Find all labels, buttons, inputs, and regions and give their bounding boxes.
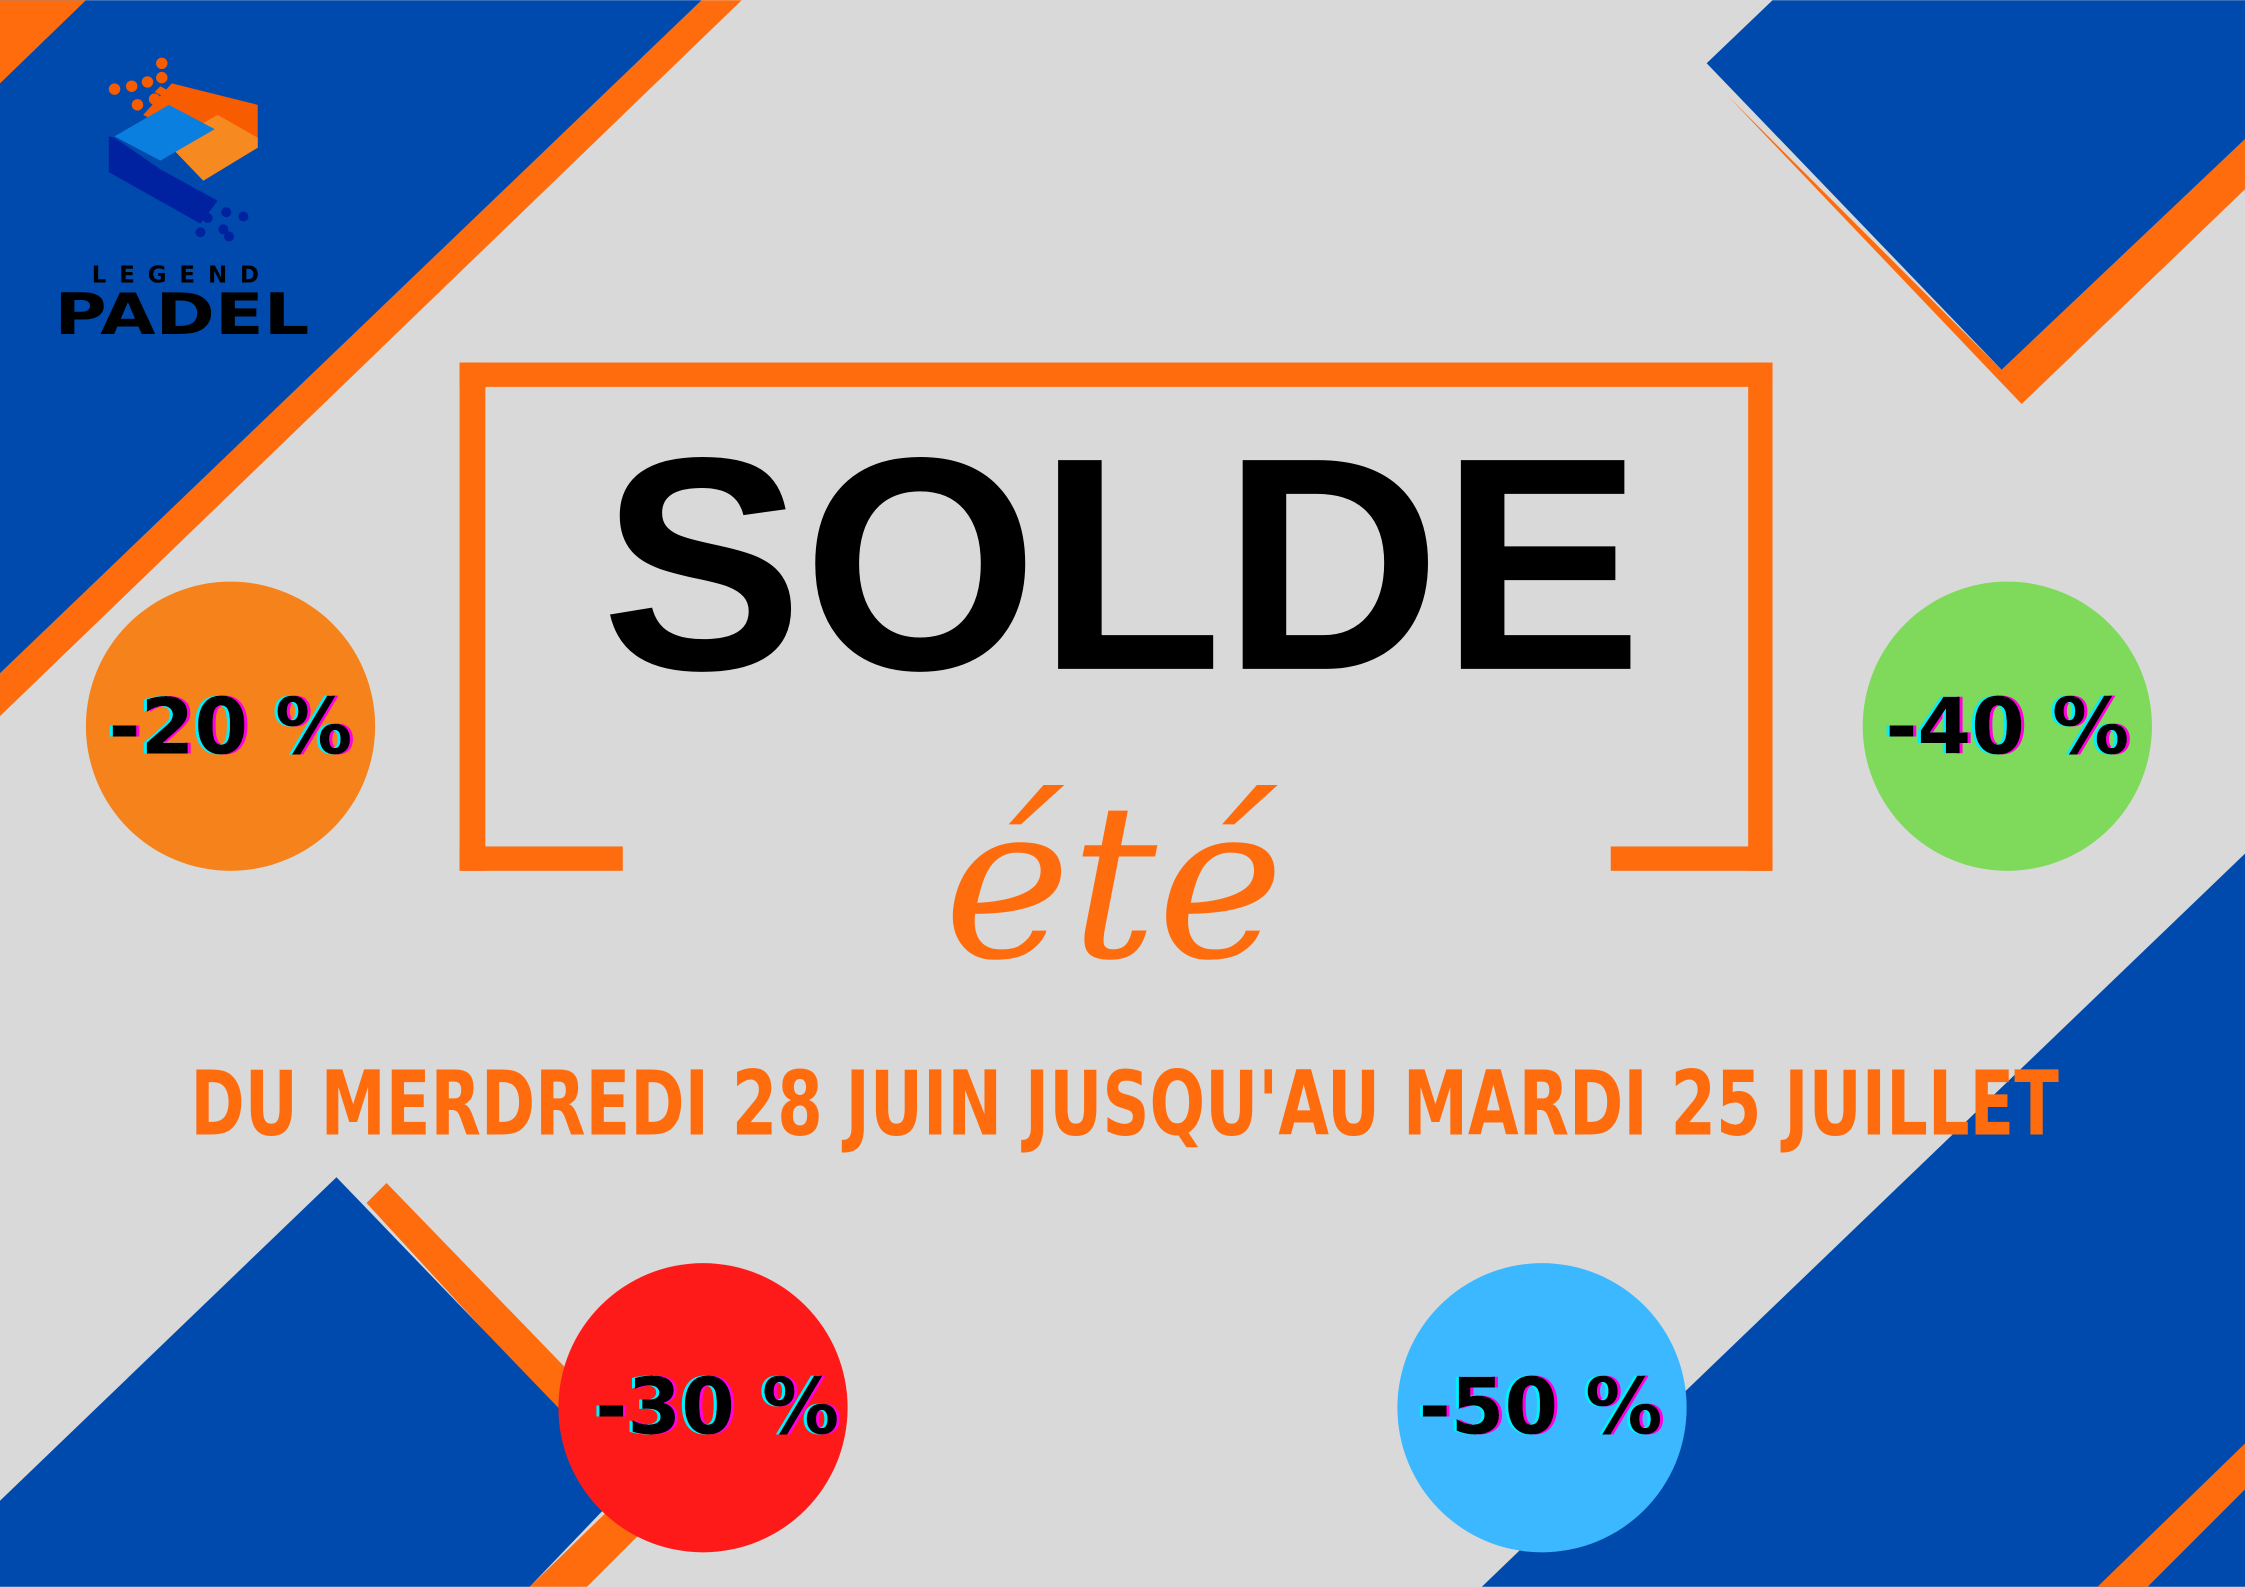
badge-label: -20 %: [109, 682, 353, 772]
legend-padel-logo: LEGEND PADEL: [54, 57, 309, 348]
corner-stripe-orange: [0, 0, 742, 717]
corner-triangle-orange: [0, 0, 86, 84]
badge-circle: [1397, 1263, 1687, 1553]
badge-label: -50 %: [1419, 1362, 1663, 1452]
corner-stripe-orange: [366, 1182, 645, 1587]
discount-badge-50: -50 %: [1397, 1263, 1687, 1553]
discount-badge-20: -20 %: [85, 581, 376, 871]
badge-circle: [1862, 581, 2152, 871]
corner-stripe-orange: [1726, 94, 2245, 405]
badge-circle: [558, 1263, 848, 1553]
discount-badge-30: -30 %: [558, 1263, 848, 1553]
corner-shape-blue: [0, 1177, 630, 1587]
headline-frame: [459, 362, 1773, 871]
corner-stripe-orange: [2097, 1443, 2245, 1587]
discount-badge-40: -40 %: [1862, 581, 2152, 871]
badge-label: -30 %: [595, 1362, 839, 1452]
corner-triangle-blue: [0, 0, 702, 674]
corner-shape-blue: [1706, 0, 2245, 370]
badge-label: -40 %: [1885, 682, 2129, 772]
subtitle: été: [944, 758, 1284, 1008]
badge-circle: [85, 581, 376, 871]
sale-dates: DU MERDREDI 28 JUIN JUSQU'AU MARDI 25 JU…: [190, 1052, 2059, 1155]
headline: SOLDE: [601, 395, 1642, 734]
logo-text-legend: LEGEND: [92, 262, 272, 288]
logo-text-padel: PADEL: [54, 281, 309, 348]
